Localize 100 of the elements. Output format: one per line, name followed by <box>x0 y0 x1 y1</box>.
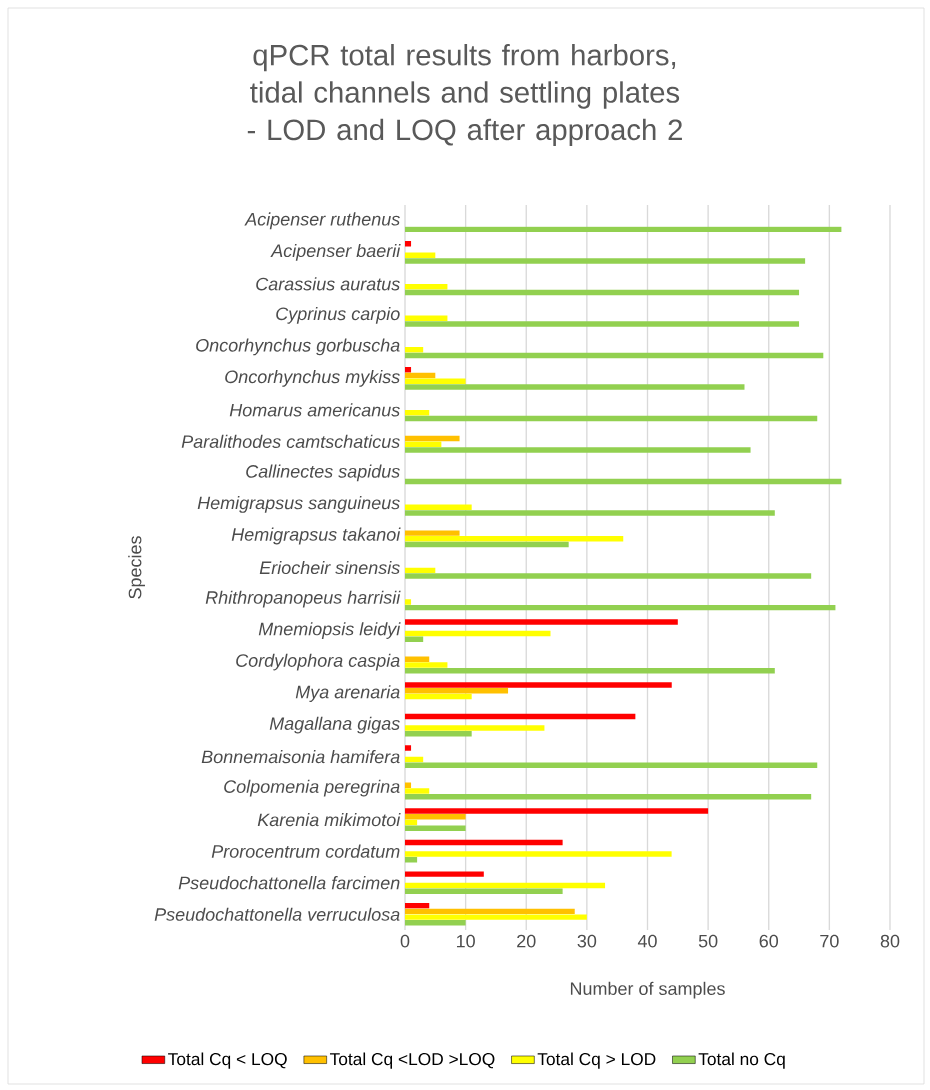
bar <box>405 441 442 448</box>
bar <box>405 536 624 542</box>
legend-label: Total no Cq <box>698 1052 785 1069</box>
bar <box>405 240 412 247</box>
y-tick-label: Callinectes sapidus <box>246 464 400 482</box>
bar <box>405 819 418 826</box>
bar <box>405 908 575 915</box>
y-tick-label: Pseudochattonella verruculosa <box>154 907 400 921</box>
bar <box>405 762 818 768</box>
bar <box>405 788 430 794</box>
y-tick-label: Oncorhynchus gorbuscha <box>196 338 400 356</box>
y-tick-label: Rhithropanopeus harrisii <box>205 590 401 608</box>
bar <box>405 825 466 832</box>
bar <box>405 315 448 321</box>
bar <box>405 415 818 422</box>
bar <box>405 619 678 625</box>
bar <box>405 730 472 737</box>
y-tick-label: Hemigrapsus takanoi <box>231 527 401 545</box>
y-axis-title: Species <box>128 536 145 599</box>
bar <box>405 410 430 416</box>
bar <box>405 656 430 662</box>
bar <box>405 573 812 579</box>
bar <box>405 636 424 642</box>
bar <box>405 321 800 327</box>
y-tick-label: Pseudochattonella farcimen <box>178 876 400 890</box>
y-tick-label: Eriocheir sinensis <box>259 560 400 575</box>
legend-label: Total Cq < LOQ <box>168 1052 287 1069</box>
x-axis-title: Number of samples <box>570 981 725 999</box>
bar <box>405 662 448 668</box>
bar <box>405 713 636 720</box>
bar <box>405 814 466 820</box>
bar <box>405 667 775 674</box>
y-tick-label: Acipenser ruthenus <box>244 212 400 230</box>
bar <box>405 447 751 453</box>
y-tick-label: Karenia mikimotoi <box>257 813 401 827</box>
y-tick-label: Magallana gigas <box>269 716 400 734</box>
y-tick-label: Hemigrapsus sanguineus <box>197 496 400 513</box>
bar <box>405 920 466 926</box>
y-tick-label: Oncorhynchus mykiss <box>225 369 400 387</box>
bar <box>405 687 509 694</box>
bar <box>405 372 436 379</box>
y-tick-label: Cordylophora caspia <box>236 653 400 671</box>
bar <box>405 258 806 264</box>
bar <box>405 352 824 359</box>
bar <box>405 346 424 353</box>
x-tick-label: 0 <box>400 934 410 948</box>
y-tick-label: Homarus americanus <box>229 403 400 417</box>
bar <box>405 756 424 763</box>
bar <box>405 541 569 548</box>
bar <box>405 604 836 611</box>
bar <box>405 510 775 516</box>
bar <box>405 283 448 290</box>
bar <box>405 378 466 384</box>
x-tick-label: 30 <box>577 934 597 948</box>
x-tick-label: 60 <box>759 934 779 948</box>
y-tick-label: Colpomenia peregrina <box>224 779 400 797</box>
y-tick-label: Bonnemaisonia hamifera <box>201 750 400 764</box>
bar <box>405 725 545 731</box>
bar <box>405 289 800 296</box>
bar <box>405 252 436 258</box>
bar <box>405 871 484 877</box>
bar <box>405 530 460 536</box>
bar <box>405 682 672 688</box>
bar <box>405 435 460 442</box>
x-tick-label: 40 <box>637 934 657 948</box>
bar <box>405 478 842 485</box>
bar <box>405 567 436 574</box>
x-tick-label: 20 <box>517 934 536 948</box>
x-tick-label: 50 <box>698 934 718 948</box>
y-tick-label: Cyprinus carpio <box>276 306 400 324</box>
bar <box>405 630 551 637</box>
bar <box>405 794 812 800</box>
chart-title: qPCR total results from harbors, tidal channels and settling plates - LOD and LOQ after approach 2 <box>247 43 682 146</box>
bar <box>405 367 412 373</box>
bar <box>405 745 412 751</box>
bar <box>405 226 842 233</box>
bar <box>405 851 672 857</box>
bar <box>405 504 472 511</box>
bar <box>405 857 418 863</box>
y-tick-label: Mya arenaria <box>295 685 400 702</box>
legend-label: Total Cq > LOD <box>537 1052 656 1069</box>
bar <box>405 599 412 605</box>
bar <box>405 384 745 390</box>
y-tick-label: Prorocentrum cordatum <box>211 844 400 858</box>
bar <box>405 693 472 700</box>
y-tick-label: Paralithodes camtschaticus <box>181 434 400 449</box>
bar <box>405 902 430 909</box>
legend-label: Total Cq <LOD >LOQ <box>329 1052 495 1069</box>
bar <box>405 839 563 846</box>
bar <box>405 914 587 920</box>
bar <box>405 782 412 789</box>
y-tick-label: Carassius auratus <box>256 277 400 291</box>
bar <box>405 888 563 895</box>
bar <box>405 808 709 814</box>
x-tick-label: 10 <box>456 934 475 948</box>
x-tick-label: 70 <box>820 934 839 948</box>
y-tick-label: Mnemiopsis leidyi <box>258 622 401 639</box>
bar <box>405 882 606 889</box>
y-tick-label: Acipenser baerii <box>270 243 401 261</box>
x-tick-label: 80 <box>880 934 900 948</box>
